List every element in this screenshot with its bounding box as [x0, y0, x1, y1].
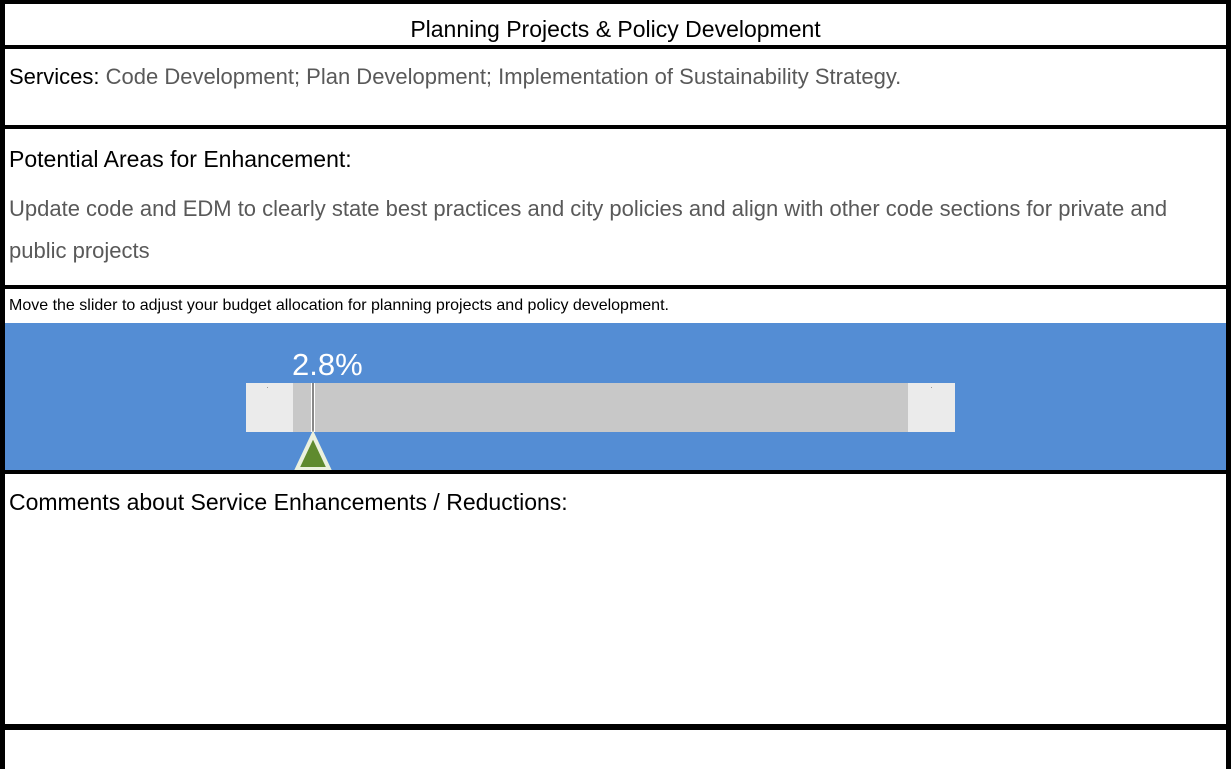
dot [267, 387, 268, 388]
enhancement-heading: Potential Areas for Enhancement: [9, 146, 352, 172]
divider [5, 285, 1226, 289]
divider [5, 45, 1226, 49]
services: Services: Code Development; Plan Develop… [9, 64, 901, 90]
slider-track [246, 383, 955, 432]
title: Planning Projects & Policy Development [410, 16, 821, 42]
slider-panel: 2.8% [5, 323, 1226, 470]
divider [5, 125, 1226, 129]
slider-instruction: Move the slider to adjust your budget al… [9, 297, 669, 314]
divider [5, 470, 1226, 474]
slider-handle[interactable] [294, 430, 332, 470]
slider-value: 2.8% [292, 347, 363, 382]
slider-thumb-line [312, 383, 314, 432]
divider [5, 724, 1226, 730]
enhancement-text: Update code and EDM to clearly state bes… [9, 196, 1168, 263]
dot [931, 387, 932, 388]
slider-decrement[interactable] [246, 383, 293, 432]
comments-heading: Comments about Service Enhancements / Re… [9, 489, 568, 515]
services-text: Code Development; Plan Development; Impl… [105, 64, 902, 89]
services-label: Services: [9, 64, 100, 89]
slider-increment[interactable] [908, 383, 955, 432]
slider[interactable]: 2.8% [5, 323, 1226, 470]
